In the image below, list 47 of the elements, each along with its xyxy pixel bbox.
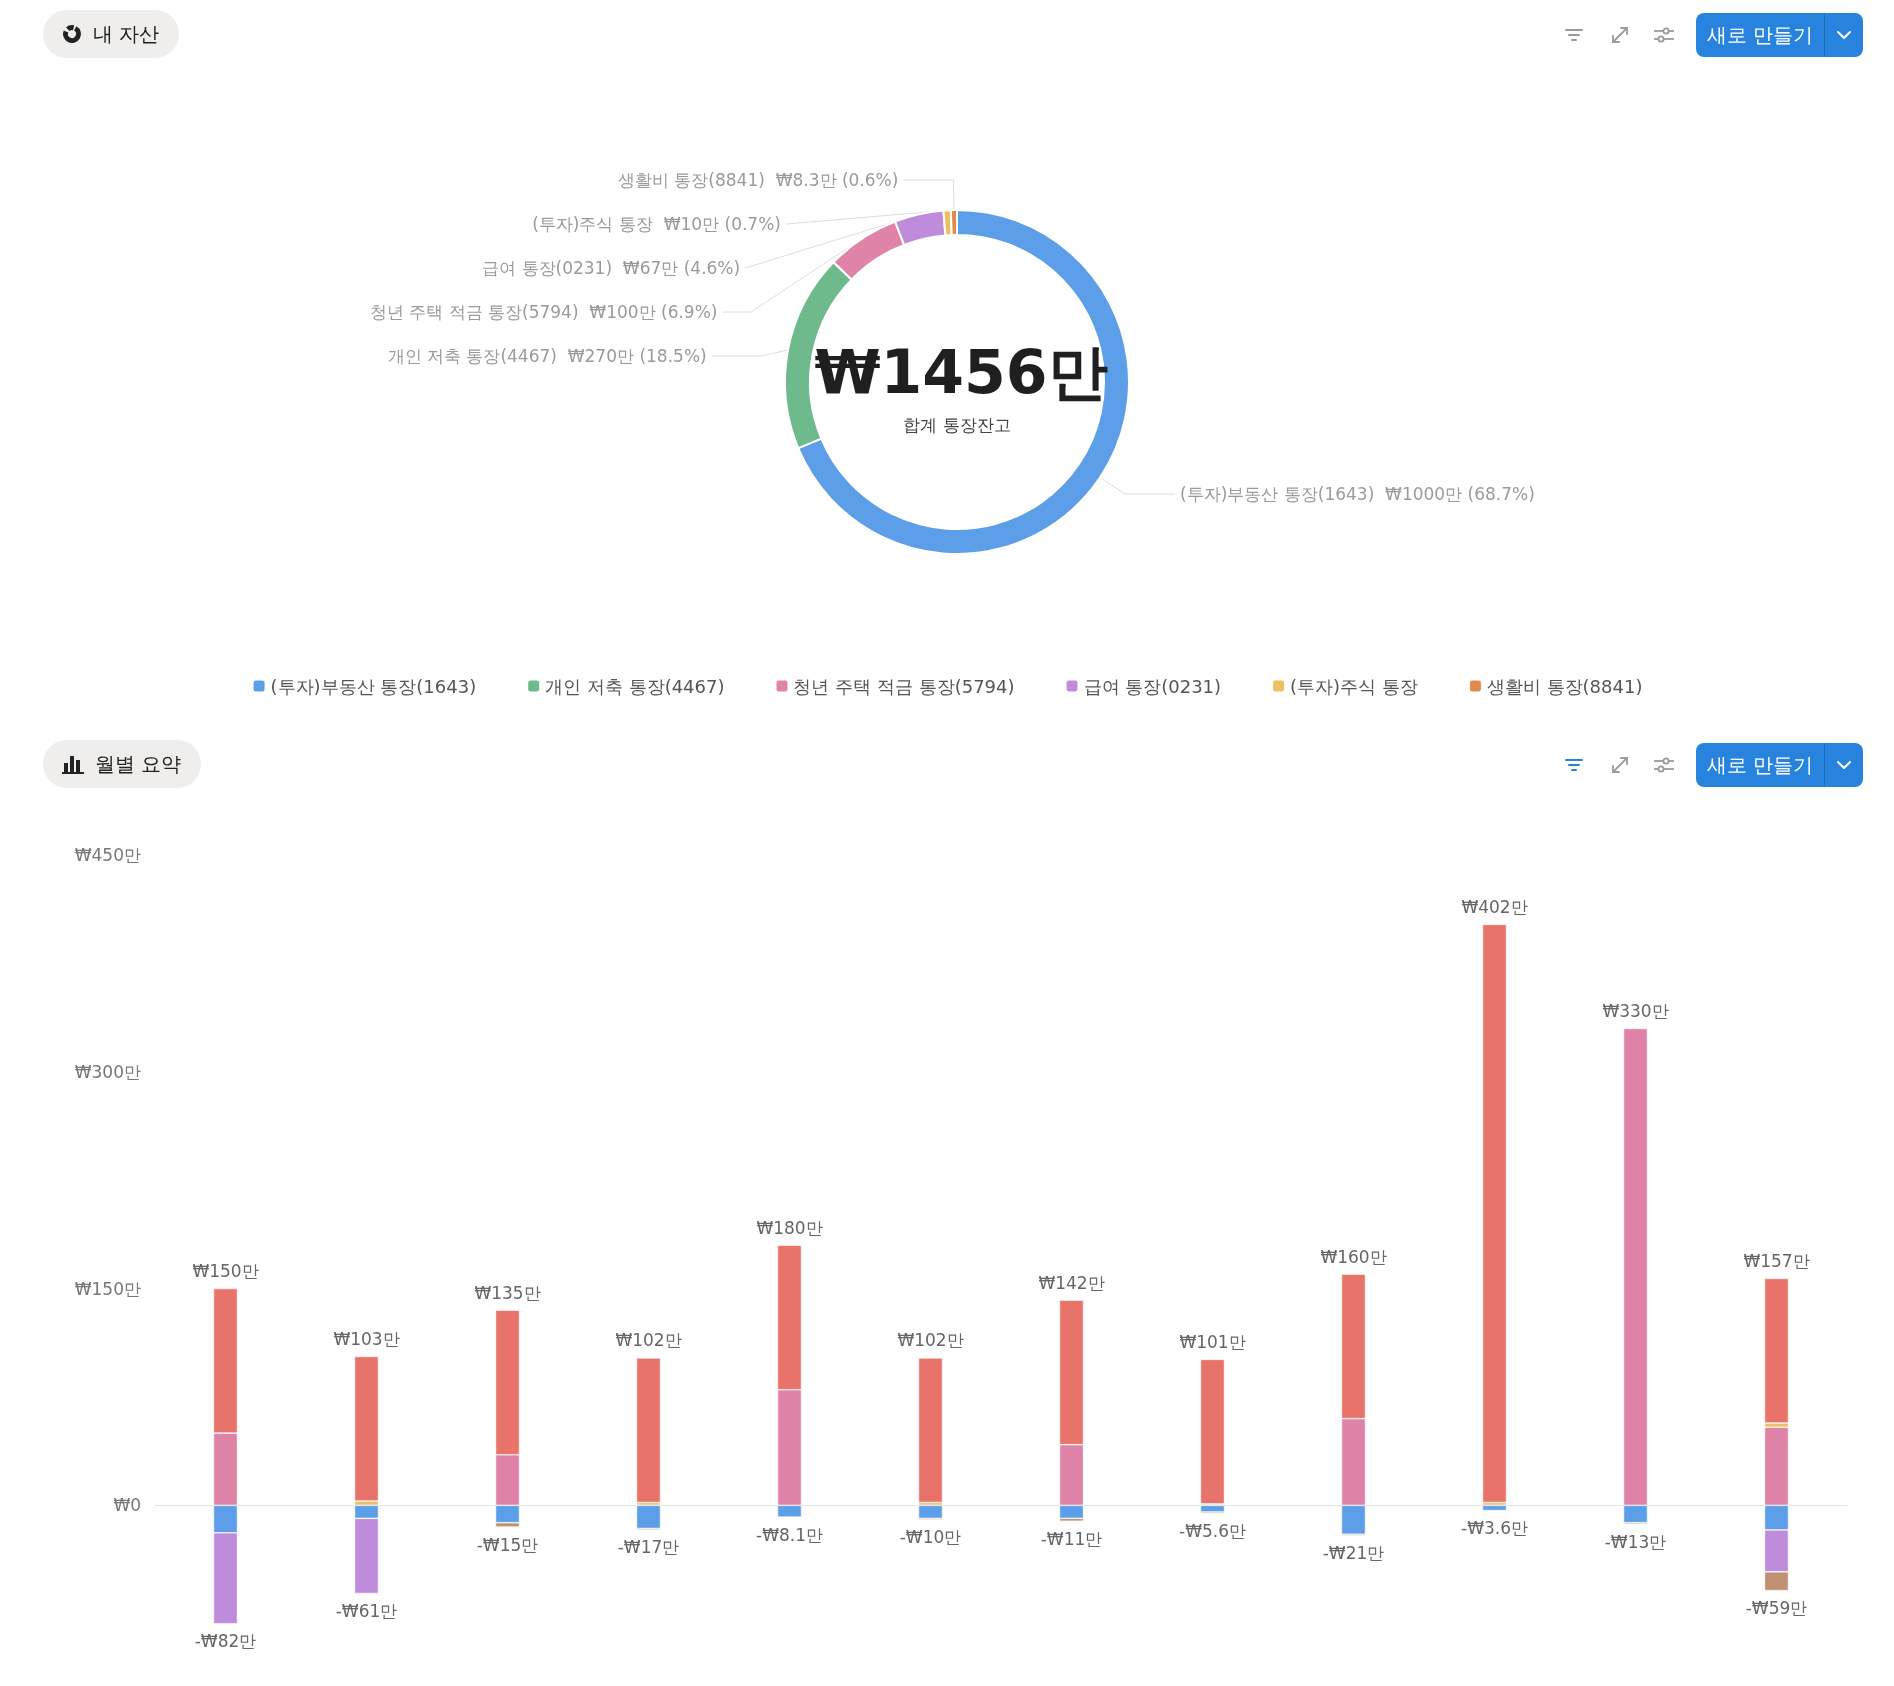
chart-title: 월별 요약 [95, 750, 182, 778]
legend-label: (투자)부동산 통장(1643) [270, 675, 477, 697]
create-button: 새로 만들기 [1696, 13, 1863, 57]
text: -₩82만 [194, 1631, 257, 1652]
text: ₩135만 [474, 1282, 541, 1303]
legend-label: (투자)주식 통장 [1290, 675, 1418, 697]
text: -₩15만 [476, 1534, 539, 1555]
text: -₩8.1만 [756, 1524, 823, 1545]
text: -₩3.6만 [1461, 1518, 1528, 1539]
y-tick-label: ₩300만 [74, 1061, 141, 1082]
legend-label: 청년 주택 적금 통장(5794) [793, 675, 1015, 697]
legend-label: 개인 저축 통장(4467) [545, 675, 725, 697]
legend-label: 생활비 통장(8841) [1486, 675, 1643, 697]
category-label: 개인 저축 통장(4467) ₩270만 (18.5%) [387, 346, 707, 367]
text: ₩402만 [1461, 896, 1528, 917]
text: -₩11만 [1040, 1528, 1103, 1549]
text: ₩160만 [1320, 1246, 1387, 1267]
text: ₩330만 [1602, 1000, 1669, 1021]
y-tick-label: ₩150만 [74, 1278, 141, 1299]
category-label: 급여 통장(0231) ₩67만 (4.6%) [482, 258, 741, 279]
text: -₩21만 [1322, 1543, 1385, 1564]
y-tick-label: ₩450만 [74, 845, 141, 865]
legend-label: 급여 통장(0231) [1083, 675, 1222, 697]
text: -₩17만 [617, 1537, 680, 1558]
text: ₩101만 [1179, 1331, 1246, 1352]
create-button: 새로 만들기 [1696, 743, 1863, 787]
text: 합계 통장잔고 [903, 415, 1011, 435]
view-tab: 내 자산 [43, 10, 180, 58]
y-tick-label: ₩0 [113, 1495, 141, 1516]
chart-title: 내 자산 [93, 20, 160, 48]
category-label: (투자)부동산 통장(1643) ₩1000만 (68.7%) [1180, 484, 1535, 505]
text: ₩180만 [756, 1217, 823, 1238]
text: -₩61만 [335, 1601, 398, 1622]
text: ₩150만 [192, 1261, 259, 1282]
text: ₩103만 [333, 1328, 400, 1349]
text: -₩5.6만 [1179, 1520, 1246, 1541]
text: ₩102만 [897, 1330, 964, 1351]
text: ₩157만 [1743, 1250, 1810, 1271]
text: -₩10만 [899, 1527, 962, 1548]
text: -₩13만 [1604, 1531, 1667, 1552]
text: -₩59만 [1745, 1598, 1808, 1619]
view-tab: 월별 요약 [43, 740, 202, 788]
category-label: 청년 주택 적금 통장(5794) ₩100만 (6.9%) [369, 302, 718, 323]
category-label: (투자)주식 통장 ₩10만 (0.7%) [532, 214, 781, 235]
category-label: 생활비 통장(8841) ₩8.3만 (0.6%) [617, 170, 899, 191]
text: ₩142만 [1038, 1272, 1105, 1293]
text: ₩102만 [615, 1330, 682, 1351]
